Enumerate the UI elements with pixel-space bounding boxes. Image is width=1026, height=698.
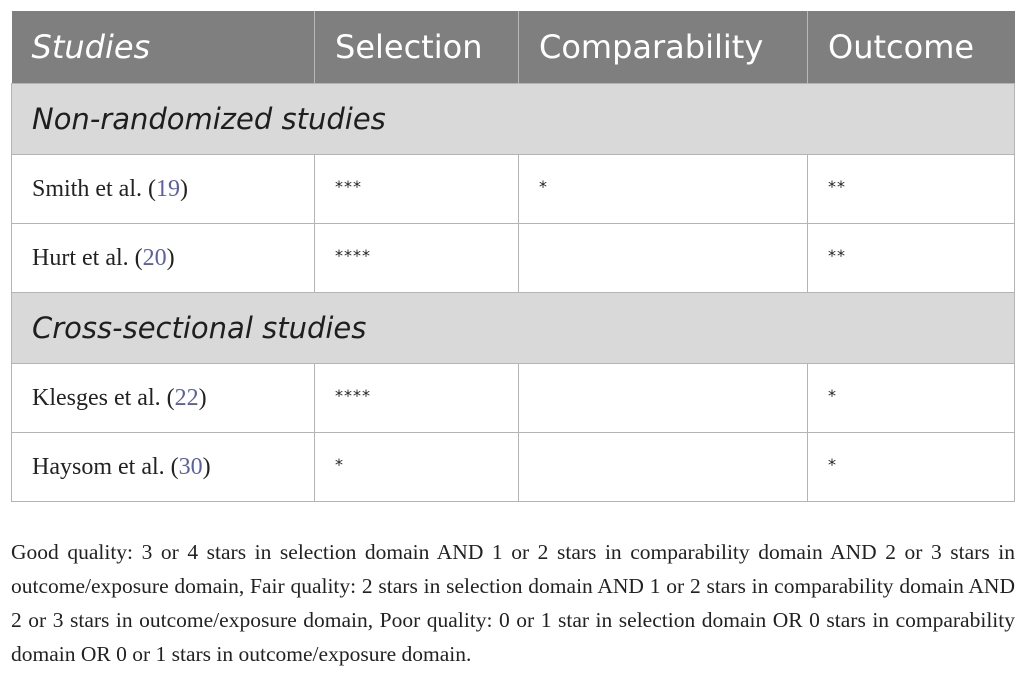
study-cell: Hurt et al. (20) — [11, 223, 315, 293]
comparability-cell: * — [518, 154, 808, 224]
header-comparability: Comparability — [518, 11, 808, 84]
comparability-cell — [518, 432, 808, 502]
study-paren: ) — [198, 384, 207, 411]
quality-assessment-table: Studies Selection Comparability Outcome … — [11, 11, 1015, 502]
outcome-cell: * — [807, 363, 1015, 433]
study-cell: Smith et al. (19) — [11, 154, 315, 224]
header-studies: Studies — [11, 11, 315, 84]
section-title: Cross-sectional studies — [11, 292, 1015, 364]
selection-cell: *** — [314, 154, 519, 224]
header-selection: Selection — [314, 11, 519, 84]
study-name: Klesges et al. ( — [32, 384, 175, 411]
selection-stars: *** — [335, 176, 362, 196]
study-name: Hurt et al. ( — [32, 244, 143, 271]
outcome-stars: * — [828, 454, 837, 474]
outcome-stars: * — [828, 385, 837, 405]
study-paren: ) — [166, 244, 175, 271]
outcome-cell: * — [807, 432, 1015, 502]
selection-cell: * — [314, 432, 519, 502]
reference-link[interactable]: 19 — [155, 175, 180, 202]
table-row: Hurt et al. (20) **** ** — [11, 223, 1015, 293]
table-footnote: Good quality: 3 or 4 stars in selection … — [11, 539, 1015, 666]
study-paren: ) — [202, 453, 211, 480]
outcome-cell: ** — [807, 154, 1015, 224]
header-outcome: Outcome — [807, 11, 1015, 84]
comparability-stars: * — [539, 176, 548, 196]
header-row: Studies Selection Comparability Outcome — [11, 11, 1015, 84]
section-row-cross-sectional: Cross-sectional studies — [11, 292, 1015, 364]
table-row: Smith et al. (19) *** * ** — [11, 154, 1015, 224]
outcome-stars: ** — [828, 245, 846, 265]
study-paren: ) — [179, 175, 188, 202]
reference-link[interactable]: 22 — [174, 384, 199, 411]
section-row-non-randomized: Non-randomized studies — [11, 83, 1015, 155]
section-title: Non-randomized studies — [11, 83, 1015, 155]
selection-stars: **** — [335, 245, 371, 265]
quality-assessment-table-container: Studies Selection Comparability Outcome … — [11, 11, 1015, 502]
reference-link[interactable]: 30 — [178, 453, 203, 480]
table-row: Klesges et al. (22) **** * — [11, 363, 1015, 433]
selection-cell: **** — [314, 363, 519, 433]
study-cell: Klesges et al. (22) — [11, 363, 315, 433]
selection-cell: **** — [314, 223, 519, 293]
selection-stars: * — [335, 454, 344, 474]
study-cell: Haysom et al. (30) — [11, 432, 315, 502]
study-name: Haysom et al. ( — [32, 453, 179, 480]
comparability-cell — [518, 223, 808, 293]
outcome-cell: ** — [807, 223, 1015, 293]
selection-stars: **** — [335, 385, 371, 405]
outcome-stars: ** — [828, 176, 846, 196]
comparability-cell — [518, 363, 808, 433]
reference-link[interactable]: 20 — [142, 244, 167, 271]
table-row: Haysom et al. (30) * * — [11, 432, 1015, 502]
study-name: Smith et al. ( — [32, 175, 156, 202]
